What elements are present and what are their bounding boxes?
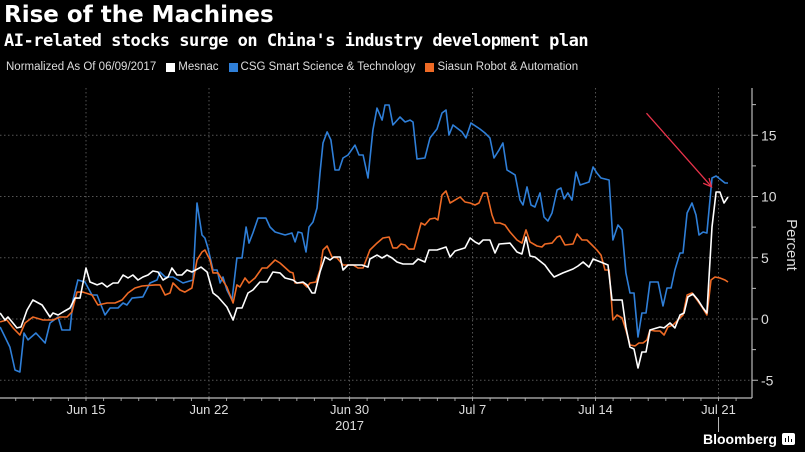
- y-tick-label: 0: [761, 311, 769, 327]
- legend-item-csg: CSG Smart Science & Technology: [228, 61, 416, 73]
- annotation: [645, 112, 713, 188]
- x-tick-label: Jul 14: [578, 402, 613, 417]
- y-tick-label: -5: [761, 372, 774, 388]
- y-tick-label: 5: [761, 250, 769, 266]
- x-year-label: 2017: [335, 418, 364, 433]
- legend-swatch: [228, 62, 238, 72]
- legend-item-mesnac: Mesnac: [166, 61, 219, 73]
- normalization-note: Normalized As Of 06/09/2017: [6, 61, 157, 73]
- legend-label: CSG Smart Science & Technology: [240, 61, 416, 73]
- legend-item-siasun: Siasun Robot & Automation: [425, 61, 578, 73]
- legend-label: Siasun Robot & Automation: [437, 61, 579, 73]
- legend-label: Mesnac: [178, 61, 219, 73]
- source-label: Bloomberg: [703, 431, 777, 447]
- chart-title: Rise of the Machines: [4, 2, 274, 28]
- x-tick-label: Jun 22: [189, 402, 228, 417]
- series-lines: [0, 104, 729, 373]
- x-tick-label: Jun 30: [330, 402, 369, 417]
- legend: Normalized As Of 06/09/2017 Mesnac CSG S…: [6, 61, 588, 73]
- annotation-arrow-head: [702, 177, 713, 188]
- legend-swatch: [166, 62, 176, 72]
- series-line-mesnac: [0, 191, 729, 369]
- annotation-arrow-shaft: [645, 112, 712, 188]
- y-axis-label: Percent: [783, 219, 800, 272]
- series-line-siasun-robot-automation: [0, 190, 729, 347]
- chart-subtitle: AI-related stocks surge on China's indus…: [4, 31, 589, 51]
- series-line-csg-smart-science-technology: [0, 104, 728, 373]
- y-tick-label: 15: [761, 127, 777, 143]
- y-tick-label: 10: [761, 189, 777, 205]
- x-tick-label: Jul 21: [701, 402, 736, 417]
- legend-swatch: [425, 62, 435, 72]
- bloomberg-logo: Bloomberg: [703, 431, 795, 447]
- gridlines: [0, 88, 752, 398]
- x-tick-label: Jul 7: [459, 402, 486, 417]
- x-tick-label: Jun 15: [66, 402, 105, 417]
- bloomberg-chart-icon: [781, 433, 795, 445]
